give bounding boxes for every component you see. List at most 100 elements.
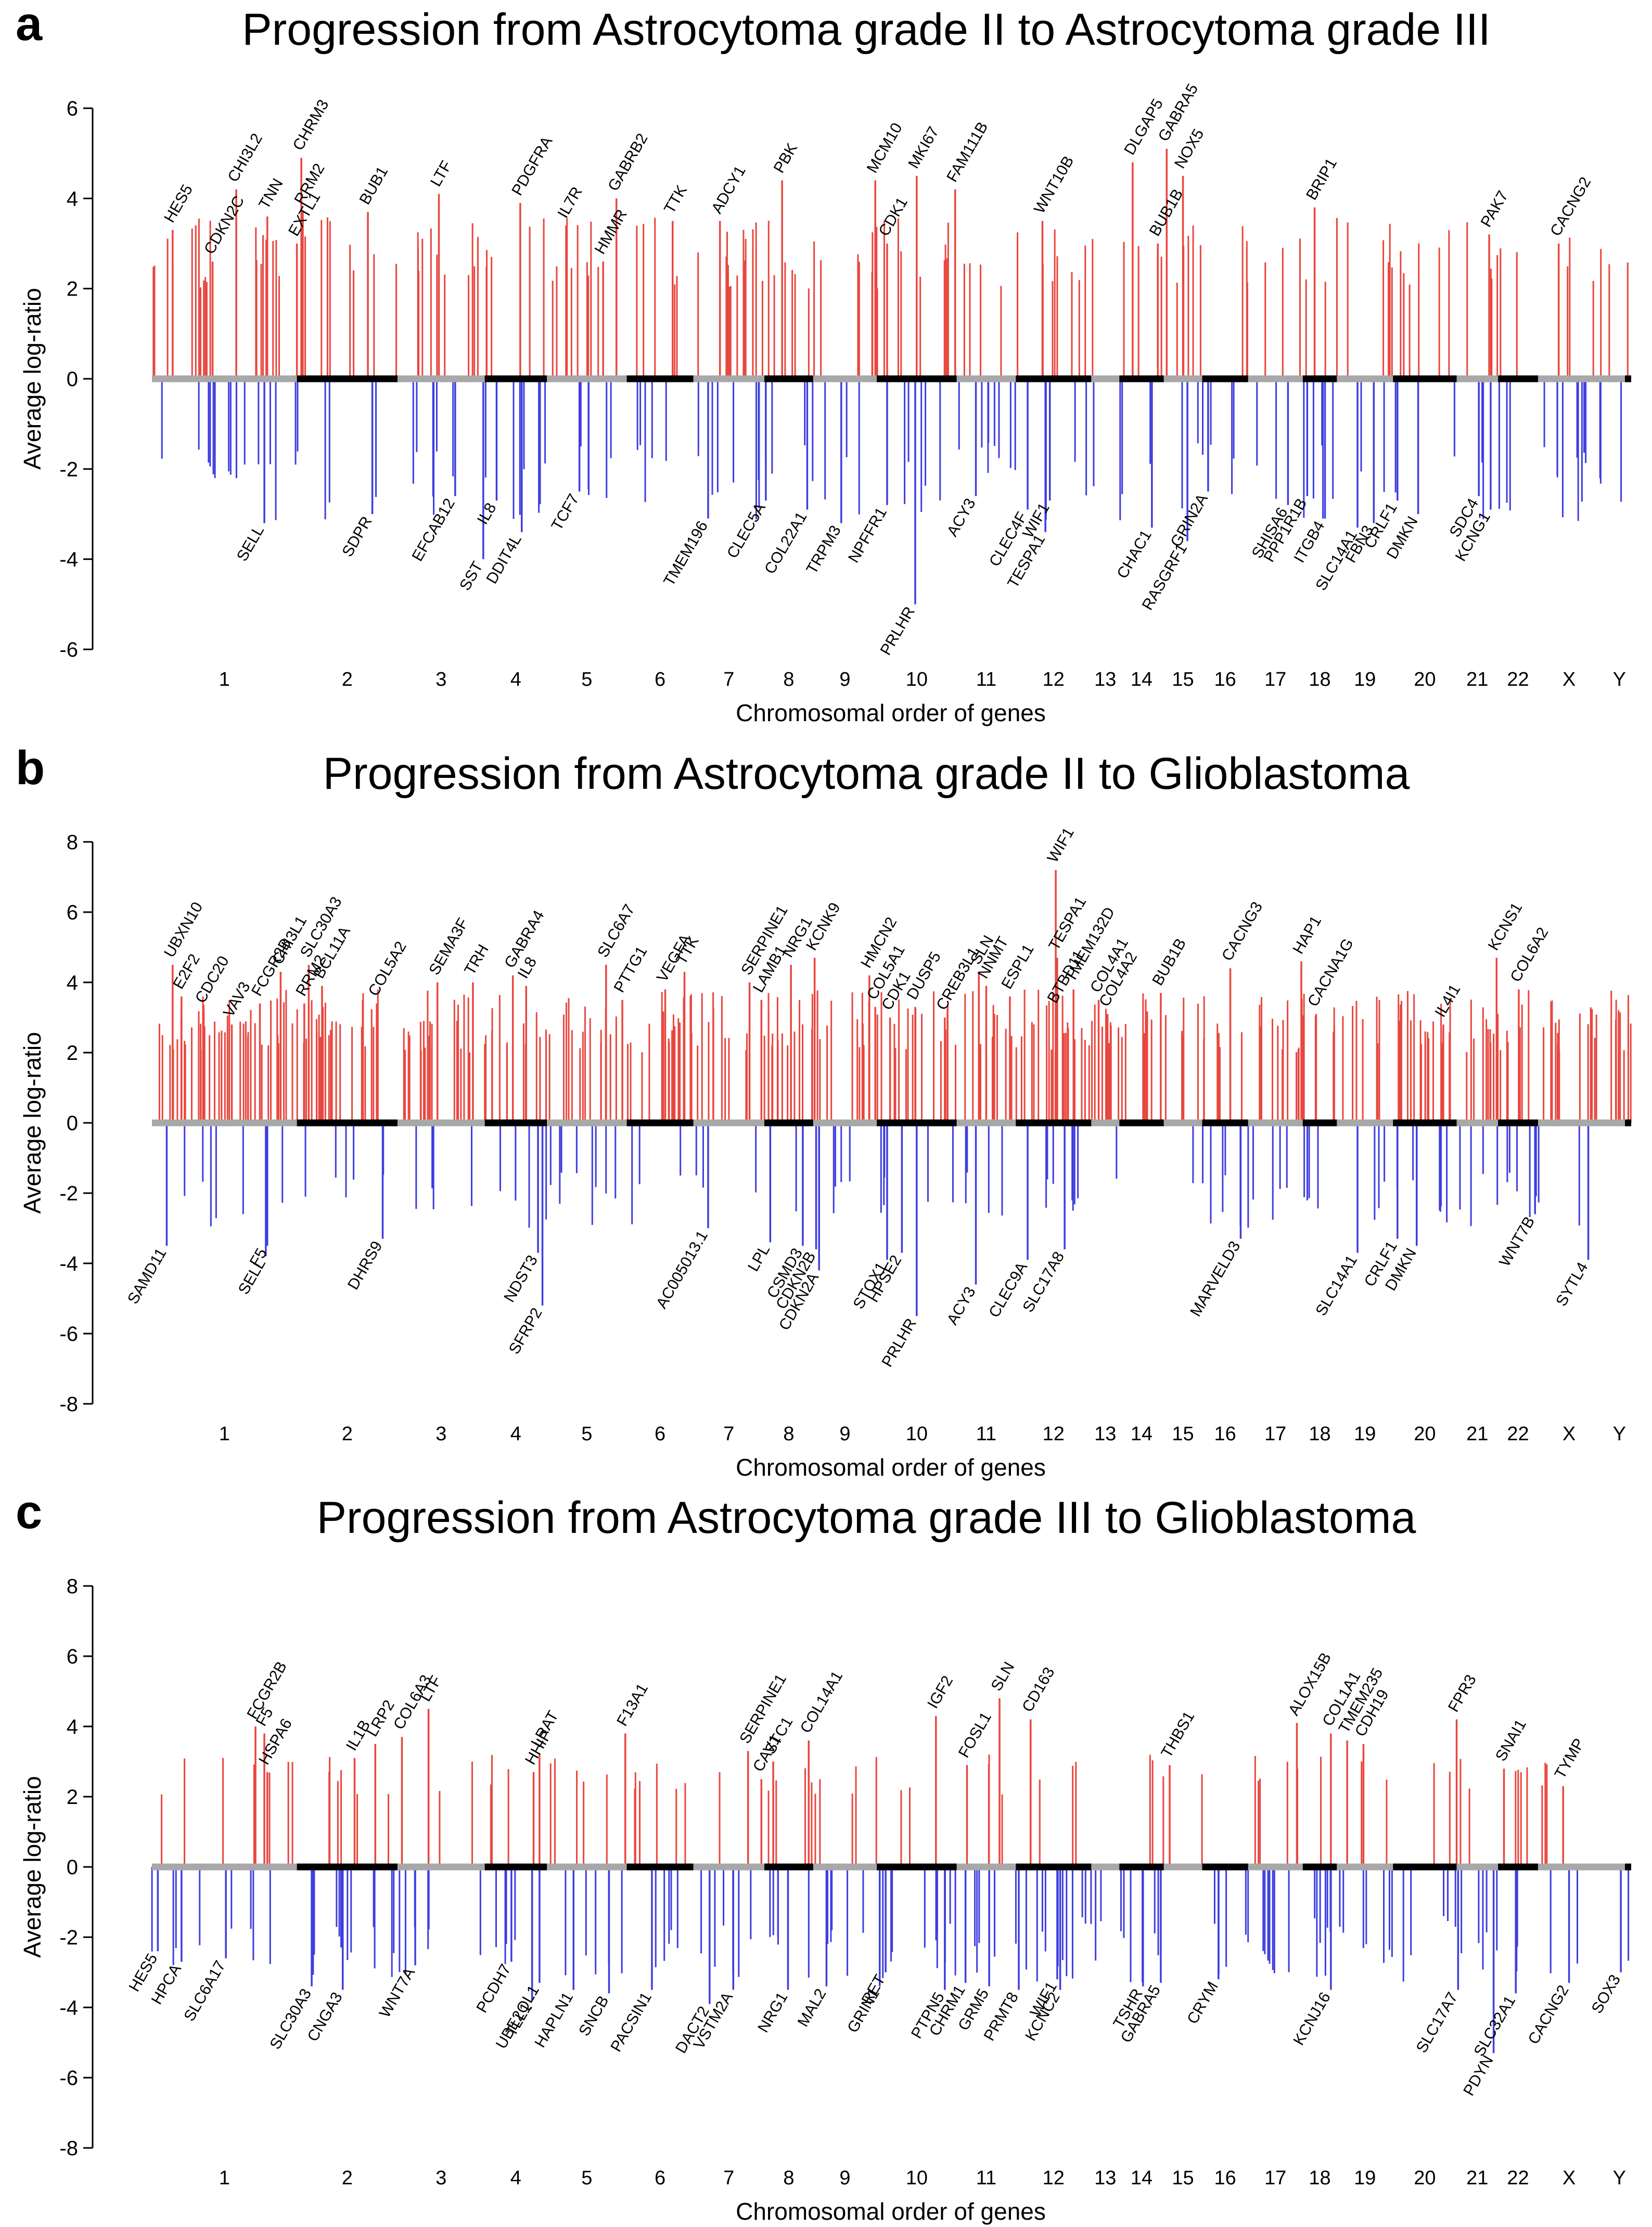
y-tick-label: 0 — [67, 1112, 78, 1135]
chromosome-tick-label: 21 — [1466, 669, 1488, 690]
gene-label-up: PDGFRA — [508, 134, 556, 199]
chromosome-tick-label: 13 — [1094, 2167, 1116, 2189]
chromosome-tick-label: 22 — [1507, 2167, 1529, 2189]
y-tick-label: 2 — [67, 1786, 78, 1809]
chromosome-tick-label: 3 — [436, 669, 446, 690]
panel-letter: b — [16, 741, 45, 795]
gene-label-up: CD163 — [1019, 1665, 1058, 1715]
chromosome-tick-label: 18 — [1309, 2167, 1330, 2189]
x-axis-label: Chromosomal order of genes — [736, 1454, 1046, 1481]
chromosome-tick-label: 19 — [1354, 669, 1376, 690]
y-tick-label: 6 — [67, 97, 78, 120]
gene-label-down: SLC32A1 — [1471, 1993, 1519, 2059]
chart-title: Progression from Astrocytoma grade II to… — [323, 749, 1410, 799]
gene-label-down: RASGRF1 — [1139, 541, 1190, 613]
chromosome-tick-label: 17 — [1264, 669, 1286, 690]
chromosome-tick-label: 1 — [219, 669, 230, 690]
chromosome-tick-label: 20 — [1414, 2167, 1436, 2189]
chromosome-tick-label: 12 — [1043, 1423, 1065, 1445]
y-tick-label: -2 — [59, 458, 78, 481]
gene-label-up: HMMR — [592, 207, 631, 257]
chromosome-tick-label: 14 — [1131, 1423, 1152, 1445]
chromosome-tick-label: 20 — [1414, 669, 1436, 690]
chromosome-tick-label: 5 — [581, 669, 592, 690]
chromosome-tick-label: 2 — [342, 2167, 353, 2189]
y-tick-label: -6 — [59, 1323, 78, 1346]
gene-label-up: IGF2 — [924, 1673, 956, 1711]
gene-label-up: MKI67 — [905, 124, 942, 172]
gene-label-up: PBK — [771, 140, 801, 176]
gene-label-up: BRIP1 — [1303, 156, 1340, 203]
gene-label-down: ACY3 — [944, 495, 979, 539]
gene-label-up: VAV3 — [220, 979, 254, 1020]
chromosome-tick-label: 16 — [1214, 1423, 1236, 1445]
chromosome-tick-label: Y — [1613, 669, 1626, 690]
gene-label-down: SELL — [234, 522, 267, 564]
chromosome-tick-label: 13 — [1094, 1423, 1116, 1445]
chromosome-tick-label: 1 — [219, 2167, 230, 2189]
chromosome-tick-label: 5 — [581, 2167, 592, 2189]
gene-label-up: FAM111B — [943, 119, 991, 185]
gene-label-down: KCNJ16 — [1290, 1989, 1334, 2048]
gene-label-down: DHRS9 — [344, 1238, 386, 1293]
y-tick-label: -8 — [59, 2137, 78, 2160]
chromosome-tick-label: X — [1563, 669, 1576, 690]
gene-label-up: THBS1 — [1158, 1709, 1198, 1761]
gene-label-down: SLC6A17 — [181, 1958, 229, 2025]
y-tick-label: 6 — [67, 1645, 78, 1668]
gene-label-down: COL22A1 — [761, 509, 810, 577]
y-tick-label: 4 — [67, 1716, 78, 1738]
gene-label-down: CLEC9A — [985, 1259, 1031, 1321]
chromosome-tick-label: 16 — [1214, 669, 1236, 690]
gene-label-up: CHI3L2 — [225, 131, 266, 185]
panel-a: a Progression from Astrocytoma grade II … — [0, 0, 1652, 739]
gene-label-up: BUB1B — [1149, 936, 1189, 989]
gene-label-up: CDKN2C — [201, 193, 248, 257]
gene-label-up: UBXN10 — [161, 899, 206, 961]
chromosome-tick-label: 15 — [1172, 669, 1194, 690]
y-tick-label: 8 — [67, 831, 78, 854]
x-axis-label: Chromosomal order of genes — [736, 2198, 1046, 2225]
y-tick-label: -4 — [59, 1996, 78, 2019]
chromosome-tick-label: 12 — [1043, 669, 1065, 690]
chromosome-tick-label: 13 — [1094, 669, 1116, 690]
chromosome-tick-label: 11 — [976, 669, 996, 690]
chromosome-tick-label: Y — [1613, 2167, 1626, 2189]
y-tick-label: 6 — [67, 901, 78, 924]
chromosome-tick-label: 15 — [1172, 1423, 1194, 1445]
chromosome-tick-label: 2 — [342, 1423, 353, 1445]
chromosome-tick-label: 18 — [1309, 1423, 1330, 1445]
y-tick-label: -2 — [59, 1182, 78, 1205]
chromosome-tick-label: 4 — [510, 669, 521, 690]
chromosome-tick-label: Y — [1613, 1423, 1626, 1445]
gene-label-down: SDPR — [339, 514, 375, 560]
gene-label-down: CRYM — [1184, 1979, 1221, 2027]
chromosome-tick-label: 14 — [1131, 2167, 1152, 2189]
gene-label-down: SLC30A3 — [266, 1986, 315, 2053]
chromosome-tick-label: 15 — [1172, 2167, 1194, 2189]
gene-label-up: HHIP — [522, 1727, 555, 1768]
chromosome-tick-label: 14 — [1131, 669, 1152, 690]
chromosome-tick-label: 11 — [976, 2167, 996, 2189]
chromosome-tick-label: 9 — [839, 669, 850, 690]
chart-title: Progression from Astrocytoma grade II to… — [242, 5, 1491, 55]
gene-label-down: AC005013.1 — [653, 1228, 711, 1312]
gene-label-up: WIF1 — [1044, 825, 1078, 866]
gene-label-down: TCF7 — [548, 491, 583, 533]
gene-label-up: SLN — [988, 1659, 1018, 1694]
chromosome-tick-label: 2 — [342, 669, 353, 690]
chromosome-tick-label: 6 — [655, 1423, 665, 1445]
chromosome-tick-label: 3 — [436, 1423, 446, 1445]
gene-label-down: PCDH7 — [473, 1961, 514, 2016]
gene-label-down: CACNG2 — [1525, 1982, 1572, 2047]
gene-label-up: GABRB2 — [605, 131, 651, 194]
y-tick-label: -8 — [59, 1393, 78, 1416]
y-tick-label: 0 — [67, 368, 78, 391]
gene-label-down: SNCB — [575, 1993, 612, 2039]
chromosome-tick-label: 10 — [906, 1423, 928, 1445]
chromosome-tick-label: 3 — [436, 2167, 446, 2189]
panel-letter: c — [16, 1486, 43, 1539]
gene-label-up: EXTL1 — [285, 189, 324, 239]
gene-label-down: MARVELD3 — [1187, 1238, 1244, 1320]
